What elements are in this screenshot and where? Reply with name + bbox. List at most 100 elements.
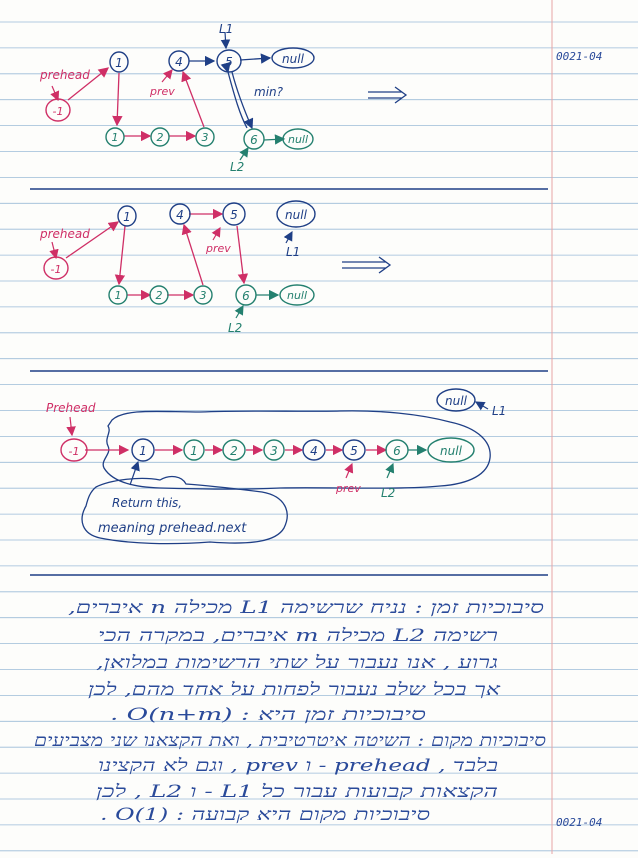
edge-pre-a [67, 67, 110, 101]
null-1-label: null [285, 208, 308, 222]
prev-label: prev [205, 242, 231, 255]
l1-label: L1 [286, 245, 300, 259]
node-b [169, 203, 191, 225]
node-a [109, 51, 129, 73]
node-d [108, 285, 128, 305]
min-label: min? [254, 85, 284, 99]
edge-a-d [112, 72, 123, 127]
chain-node [302, 439, 326, 461]
note-line-5: סיבוכיות זמן היא : O(n+m) . [110, 705, 426, 725]
l1-pointer [283, 230, 293, 244]
ruled-lines [0, 21, 638, 852]
note-line-9: סיבוכיות מקום היא קבועה : O(1) . [100, 805, 430, 825]
note-line-1: סיבוכיות זמן : נניח שרשימה L1 מכילה n אי… [68, 598, 544, 618]
node-c [216, 49, 242, 73]
diagram-2: -1 1 4 5 null 1 2 3 6 null prehead prev … [39, 200, 392, 335]
l1-label: L1 [219, 22, 233, 36]
l2-label: L2 [230, 160, 244, 174]
node-b-label: 4 [175, 55, 183, 69]
l2-pointer [239, 147, 249, 161]
chain-node-label: 4 [310, 444, 318, 458]
prehead-pointer [66, 416, 76, 437]
l2-pointer [385, 462, 395, 479]
l1-pointer [474, 401, 489, 411]
l2-label: L2 [381, 486, 395, 500]
prehead-label: prehead [39, 227, 90, 241]
prev-pointer [344, 462, 354, 479]
node-a [117, 205, 137, 227]
node-e-label: 2 [157, 131, 164, 144]
l1-label: L1 [492, 404, 506, 418]
date-top: 0021-04 [556, 50, 602, 63]
prehead-pointer [50, 85, 60, 102]
date-bottom: 0021-04 [556, 816, 602, 829]
edge-a-d [114, 225, 126, 286]
l2-label: L2 [228, 321, 242, 335]
null-1 [276, 200, 316, 228]
null-2 [282, 128, 314, 150]
edge-c-g [231, 71, 254, 130]
note-line-7: בלבד , prehead - ו prev , וגם לא הקצינו [98, 756, 498, 776]
edge-f-b [181, 70, 205, 128]
note-line-4: אך בכל שלב נעבור לפחות על אחד מהם, לכן [88, 680, 501, 700]
node-a-label: 1 [115, 56, 123, 70]
bubble-text-2: meaning prehead.next [98, 521, 247, 536]
null-end [427, 437, 475, 463]
null-top [436, 388, 476, 412]
l2-pointer [234, 304, 244, 319]
chain-node [183, 439, 205, 461]
result-cloud [102, 410, 491, 490]
chain-node [263, 439, 285, 461]
speech-bubble [81, 475, 288, 545]
edge-c-g [236, 225, 249, 285]
node-a-label: 1 [123, 210, 131, 224]
node-pre-label: -1 [51, 263, 62, 276]
edge-c-null [239, 53, 272, 64]
chain-node-label: 1 [190, 444, 198, 458]
node-e-label: 2 [156, 289, 163, 302]
chain-node-label: 5 [350, 444, 358, 458]
node-b-label: 4 [176, 208, 184, 222]
diagram-1: -1 1 4 5 null 1 2 3 6 null prehead prev … [39, 22, 408, 174]
bubble-pointer [129, 460, 140, 486]
bubble-text-1: Return this, [112, 496, 182, 510]
node-f-label: 3 [200, 289, 207, 302]
transition-arrow-1 [368, 86, 408, 104]
node-e [149, 285, 169, 305]
prehead-label: Prehead [46, 401, 96, 415]
null-2-label: null [287, 289, 307, 302]
edge-g-null [263, 134, 286, 145]
node-g-label: 6 [250, 133, 258, 147]
chain-node [222, 439, 246, 461]
chain-node-label: 2 [230, 444, 238, 458]
node-c-label: 5 [230, 208, 238, 222]
edge-f-b [181, 223, 204, 286]
note-line-2: רשימה L2 מכילה m איברים, במקרה הכי [98, 626, 498, 646]
node-f-label: 3 [202, 131, 209, 144]
prev-pointer [161, 69, 173, 83]
chain-node-label: 1 [139, 444, 147, 458]
node-pre [45, 98, 71, 122]
null-2 [279, 284, 315, 306]
node-e [150, 127, 170, 147]
edge-pre-a [65, 221, 120, 259]
node-pre [60, 438, 88, 462]
edge-compare [220, 61, 248, 129]
node-f [195, 127, 215, 147]
chain-node-label: 6 [393, 444, 401, 458]
null-end-label: null [440, 444, 463, 458]
node-f [193, 285, 213, 305]
prev-label: prev [335, 482, 361, 495]
chain-node [131, 438, 155, 462]
node-b [168, 50, 190, 72]
note-line-3: גרוע , אנו נעבור על שתי הרשימות במלואן, [96, 653, 498, 673]
hebrew-notes: סיבוכיות זמן : נניח שרשימה L1 מכילה n אי… [34, 598, 546, 825]
prev-label: prev [149, 85, 175, 98]
node-pre [43, 256, 69, 280]
null-1 [271, 47, 315, 69]
chain-node [342, 439, 366, 461]
prev-pointer [211, 226, 221, 241]
null-top-label: null [445, 394, 468, 408]
